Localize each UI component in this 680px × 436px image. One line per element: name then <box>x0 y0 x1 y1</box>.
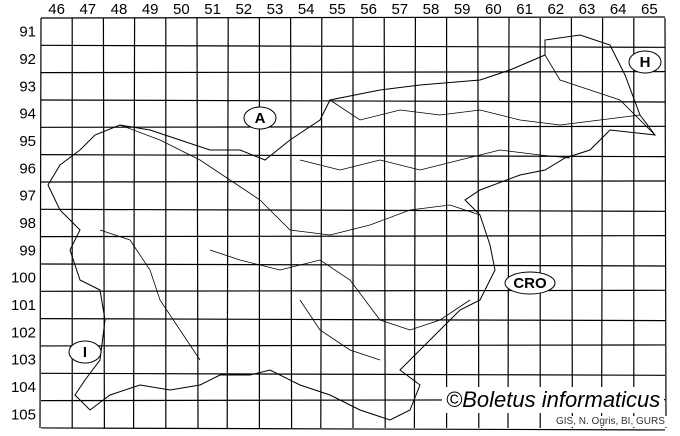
column-label: 61 <box>516 1 533 18</box>
column-label: 55 <box>329 1 346 18</box>
grid-horizontal-line <box>40 344 666 347</box>
row-label: 104 <box>11 379 36 396</box>
column-label: 51 <box>204 1 221 18</box>
grid-vertical-line <box>320 17 323 428</box>
row-label: 96 <box>19 160 36 177</box>
grid-horizontal-line <box>40 99 666 103</box>
row-label: 98 <box>19 215 36 232</box>
column-label: 65 <box>641 1 658 18</box>
grid-horizontal-line <box>40 16 666 19</box>
grid-horizontal-line <box>40 154 666 158</box>
column-label: 49 <box>142 1 159 18</box>
grid-horizontal-line <box>40 235 666 238</box>
row-labels: 91 92 93 94 95 96 97 98 99 100 101 102 103 104 105 <box>11 24 36 424</box>
row-label: 95 <box>19 133 36 150</box>
column-label: 56 <box>360 1 377 18</box>
grid-vertical-line <box>600 17 604 428</box>
row-label: 102 <box>11 324 36 341</box>
grid-horizontal-line <box>40 427 666 431</box>
grid-vertical-line <box>39 17 42 428</box>
grid-horizontal-line <box>40 125 666 128</box>
grid-horizontal-line <box>40 263 666 267</box>
row-label: 105 <box>11 406 36 423</box>
grid-horizontal-line <box>40 289 666 292</box>
column-label: 46 <box>48 1 65 18</box>
column-labels: 46 47 48 49 50 51 52 53 54 55 56 57 58 59 60 61 62 63 64 65 <box>48 1 657 18</box>
grid-vertical-line <box>507 17 510 428</box>
rivers <box>99 54 656 361</box>
grid-horizontal-line <box>40 208 666 212</box>
column-label: 59 <box>454 1 471 18</box>
row-label: 94 <box>19 106 36 123</box>
column-label: 54 <box>298 1 315 18</box>
grid-vertical-line <box>290 17 293 428</box>
grid-horizontal-line <box>40 44 666 48</box>
country-label-hungary: H <box>640 54 651 71</box>
grid-vertical-line <box>196 17 199 428</box>
grid-vertical-line <box>133 17 136 428</box>
column-label: 60 <box>485 1 502 18</box>
row-label: 103 <box>11 352 36 369</box>
column-label: 48 <box>111 1 128 18</box>
grid-vertical-line <box>570 17 574 428</box>
column-label: 64 <box>610 1 627 18</box>
column-label: 63 <box>579 1 596 18</box>
column-label: 57 <box>391 1 408 18</box>
grid-vertical-line <box>383 17 386 428</box>
grid-vertical-line <box>477 17 480 428</box>
row-label: 97 <box>19 188 36 205</box>
column-label: 58 <box>423 1 440 18</box>
column-label: 53 <box>267 1 284 18</box>
row-label: 99 <box>19 242 36 259</box>
column-label: 50 <box>173 1 190 18</box>
grid-horizontal-line <box>40 372 666 376</box>
grid-horizontal-line <box>40 180 666 183</box>
country-label-croatia-oval <box>504 271 556 295</box>
row-label: 93 <box>19 78 36 95</box>
column-label: 62 <box>547 1 564 18</box>
grid-horizontal-line <box>40 71 666 74</box>
country-label-hungary-oval <box>628 50 662 74</box>
grid-lines <box>39 16 667 431</box>
row-label: 92 <box>19 51 36 68</box>
country-label-italy-oval <box>68 340 102 364</box>
column-label: 52 <box>235 1 252 18</box>
data-source: GIS, N. Ogris, BI, GURS <box>554 416 667 427</box>
country-label-austria-oval <box>243 106 277 130</box>
country-label-austria: A <box>255 110 266 127</box>
grid-vertical-line <box>413 17 416 428</box>
row-label: 101 <box>11 297 36 314</box>
grid-vertical-line <box>226 17 229 428</box>
copyright-credit: ©Boletus informaticus <box>442 387 665 413</box>
grid-vertical-line <box>102 17 105 428</box>
country-label-croatia: CRO <box>513 275 547 292</box>
country-border <box>47 34 657 421</box>
column-label: 47 <box>79 1 96 18</box>
country-label-italy: I <box>83 344 87 361</box>
row-label: 100 <box>11 270 36 287</box>
row-label: 91 <box>19 24 36 41</box>
grid-vertical-line <box>664 17 667 428</box>
grid-horizontal-line <box>40 318 666 322</box>
